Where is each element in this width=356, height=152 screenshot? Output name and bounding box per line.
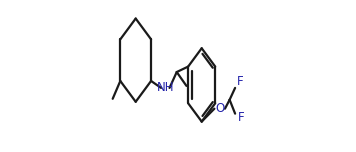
Text: F: F — [238, 111, 245, 124]
Text: NH: NH — [157, 81, 174, 94]
Text: O: O — [215, 102, 225, 115]
Text: F: F — [237, 75, 244, 88]
